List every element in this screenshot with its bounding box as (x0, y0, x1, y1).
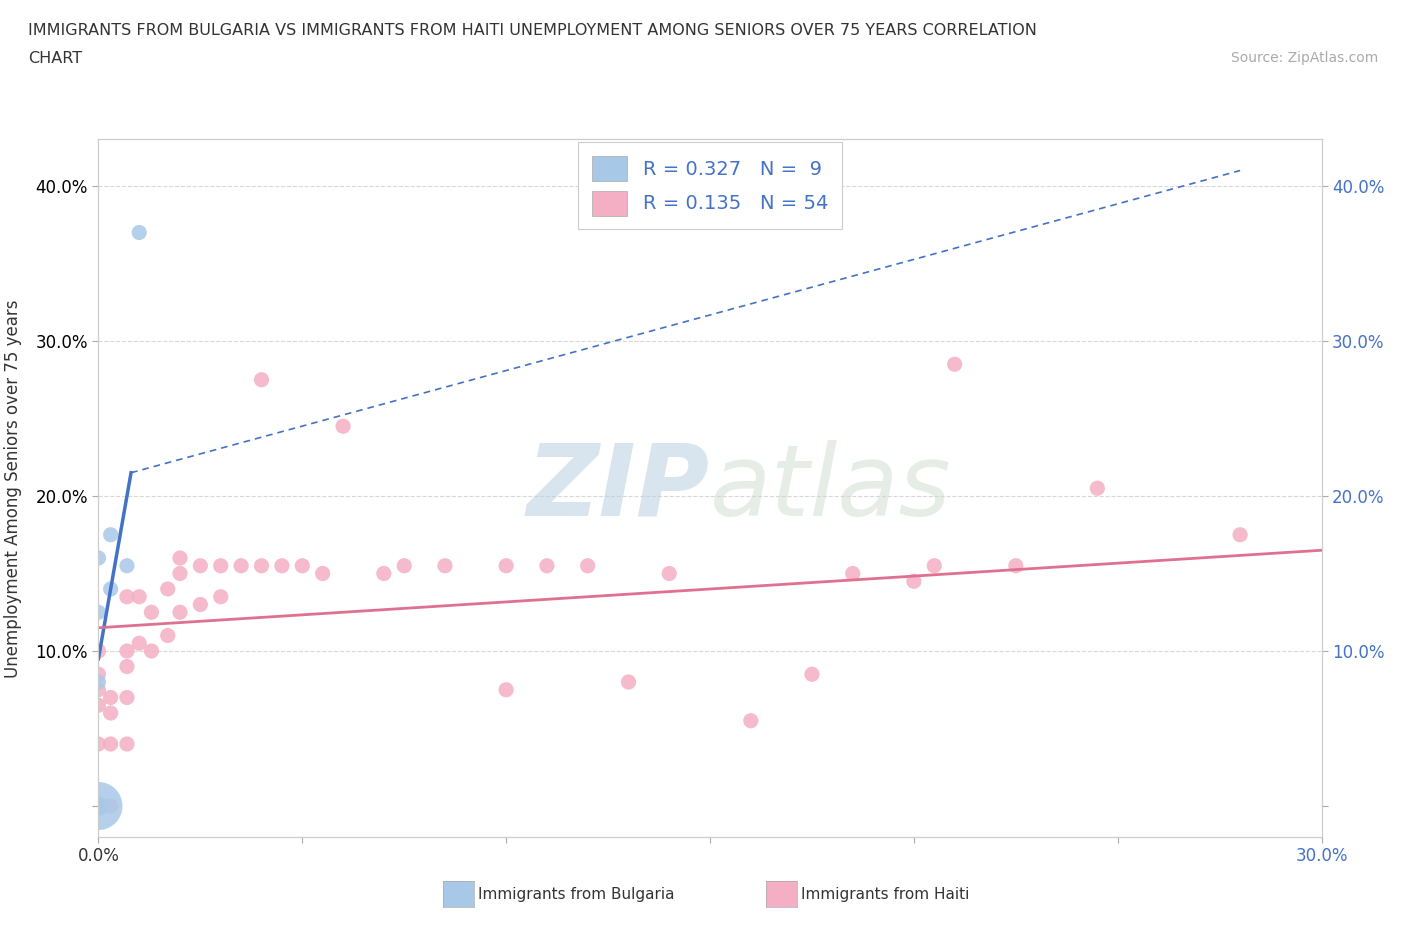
Point (169, 566, 191, 581)
Point (115, 644, 138, 658)
Point (1085, 481, 1108, 496)
Point (903, 574, 925, 589)
Point (801, 667, 824, 682)
Point (291, 558, 314, 573)
Text: Immigrants from Haiti: Immigrants from Haiti (801, 887, 970, 902)
Point (536, 558, 558, 573)
Point (115, 737, 138, 751)
Point (332, 418, 354, 433)
Text: IMMIGRANTS FROM BULGARIA VS IMMIGRANTS FROM HAITI UNEMPLOYMENT AMONG SENIORS OVE: IMMIGRANTS FROM BULGARIA VS IMMIGRANTS F… (28, 23, 1038, 38)
Point (100, 527, 122, 542)
Point (312, 566, 335, 581)
Point (87, 604, 110, 619)
Point (156, 628, 179, 643)
Point (87, 737, 110, 751)
Point (87, 799, 110, 814)
Point (115, 659, 138, 674)
Point (100, 581, 122, 596)
Point (658, 566, 681, 581)
Point (169, 551, 191, 565)
Point (434, 558, 457, 573)
Point (495, 558, 517, 573)
Point (1004, 558, 1026, 573)
Point (141, 604, 163, 619)
Point (841, 566, 863, 581)
Point (100, 690, 122, 705)
Point (128, 636, 150, 651)
Point (250, 372, 273, 387)
Point (128, 225, 150, 240)
Point (617, 674, 640, 689)
Point (188, 597, 212, 612)
Point (115, 590, 138, 604)
Legend: R = 0.327   N =  9, R = 0.135   N = 54: R = 0.327 N = 9, R = 0.135 N = 54 (578, 142, 842, 229)
Point (141, 644, 163, 658)
Point (576, 558, 599, 573)
Point (87, 799, 110, 814)
Text: atlas: atlas (710, 440, 952, 537)
Point (740, 713, 762, 728)
Point (209, 590, 232, 604)
Point (169, 604, 191, 619)
Point (100, 799, 122, 814)
Point (373, 566, 395, 581)
Point (156, 581, 179, 596)
Point (250, 558, 273, 573)
Point (87, 799, 110, 814)
Point (100, 706, 122, 721)
Point (270, 558, 294, 573)
Point (87, 799, 110, 814)
Point (495, 683, 517, 698)
Point (115, 690, 138, 705)
Point (128, 590, 150, 604)
Point (87, 683, 110, 698)
Y-axis label: Unemployment Among Seniors over 75 years: Unemployment Among Seniors over 75 years (4, 299, 21, 677)
Point (87, 698, 110, 712)
Text: Immigrants from Bulgaria: Immigrants from Bulgaria (478, 887, 675, 902)
Point (231, 558, 253, 573)
Point (209, 558, 232, 573)
Text: Source: ZipAtlas.com: Source: ZipAtlas.com (1230, 51, 1378, 65)
Point (392, 558, 416, 573)
Point (100, 737, 122, 751)
Point (87, 674, 110, 689)
Point (87, 667, 110, 682)
Point (188, 558, 212, 573)
Point (943, 357, 966, 372)
Point (87, 551, 110, 565)
Point (115, 558, 138, 573)
Point (87, 644, 110, 658)
Point (922, 558, 945, 573)
Text: ZIP: ZIP (527, 440, 710, 537)
Point (1229, 527, 1251, 542)
Text: CHART: CHART (28, 51, 82, 66)
